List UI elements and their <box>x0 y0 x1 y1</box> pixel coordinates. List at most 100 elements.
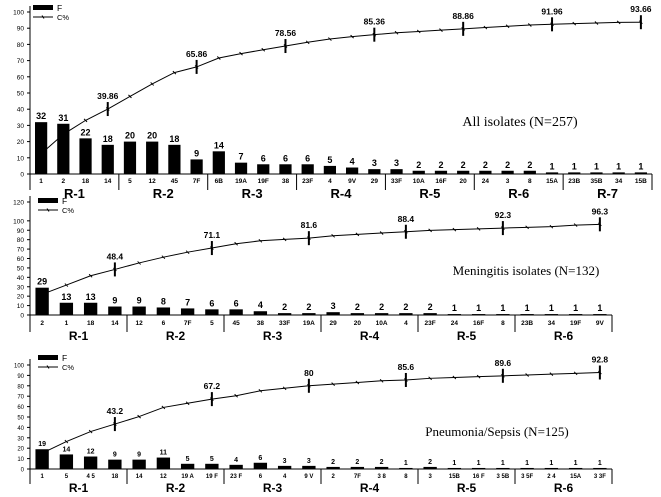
bar <box>279 164 292 174</box>
cumulative-point <box>525 373 529 377</box>
bar <box>447 467 462 469</box>
cumulative-point <box>88 429 93 434</box>
bar <box>123 141 137 174</box>
bar <box>368 169 381 174</box>
category-label: 33F <box>279 320 290 327</box>
cumulative-label: 88.86 <box>453 11 475 21</box>
y-tick-label: 30 <box>17 284 25 291</box>
cumulative-label: 88.4 <box>398 214 415 224</box>
cumulative-point <box>328 37 332 41</box>
group-label: R-2 <box>153 186 174 201</box>
bar-value-label: 4 <box>258 300 263 310</box>
cumulative-point <box>39 151 43 156</box>
bar <box>568 172 581 174</box>
cumulative-point <box>439 28 443 32</box>
category-label: 29 <box>371 178 379 185</box>
legend-label: F <box>62 196 67 206</box>
cumulative-point <box>161 405 166 410</box>
bar <box>544 467 559 469</box>
y-tick-label: 50 <box>17 265 25 272</box>
y-tick-label: 40 <box>17 107 25 114</box>
cumulative-label: 89.6 <box>495 358 512 368</box>
bar <box>326 312 340 315</box>
cumulative-point <box>137 261 141 265</box>
bar-value-label: 9 <box>137 452 141 459</box>
group-label: R-3 <box>263 481 283 495</box>
cumulative-point <box>40 292 44 297</box>
legend-label: F <box>57 3 62 13</box>
cumulative-point <box>128 94 132 99</box>
bar-value-label: 20 <box>147 131 157 141</box>
bar-value-label: 2 <box>428 302 433 312</box>
bar <box>108 306 122 315</box>
bar <box>590 172 603 174</box>
cumulative-point <box>476 226 481 231</box>
cumulative-label: 92.8 <box>592 354 609 364</box>
bar-value-label: 2 <box>438 160 443 170</box>
cumulative-point <box>40 451 44 456</box>
y-tick-label: 30 <box>17 123 25 130</box>
bar <box>229 309 243 315</box>
category-label: 12 <box>136 320 144 327</box>
category-label: 5 <box>128 178 132 185</box>
category-label: 45 <box>233 320 241 327</box>
cumulative-label: 65.86 <box>186 49 208 59</box>
bar-value-label: 2 <box>355 302 360 312</box>
category-label: 15A <box>546 178 558 185</box>
bar-value-label: 5 <box>186 456 190 463</box>
cumulative-point <box>355 232 360 237</box>
cumulative-point <box>185 401 190 406</box>
bar <box>593 314 607 315</box>
cumulative-point <box>452 227 457 232</box>
category-label: 14 <box>104 178 112 185</box>
bar <box>434 170 448 174</box>
bar-value-label: 9 <box>112 296 117 306</box>
bar-value-label: 1 <box>476 303 481 313</box>
cumulative-label: 96.3 <box>592 206 609 216</box>
category-label: 3 5B <box>497 474 510 480</box>
y-tick-label: 60 <box>17 256 25 263</box>
bar-value-label: 1 <box>477 460 481 467</box>
y-tick-label: 90 <box>17 26 25 33</box>
y-tick-label: 100 <box>13 218 24 225</box>
chart-title: All isolates (N=257) <box>462 115 578 130</box>
bar-value-label: 5 <box>327 155 332 165</box>
legend: FC% <box>38 196 74 215</box>
category-label: 2 <box>62 178 66 185</box>
y-tick-label: 70 <box>17 247 25 254</box>
y-tick-label: 100 <box>14 364 25 370</box>
bar <box>447 314 462 315</box>
bar-value-label: 18 <box>103 134 113 144</box>
bar <box>399 313 413 315</box>
bar-value-label: 9 <box>137 296 142 306</box>
cumulative-point <box>416 29 421 34</box>
cumulative-point <box>572 21 577 26</box>
cumulative-point <box>83 118 88 123</box>
cumulative-point <box>172 70 177 75</box>
bar-value-label: 9 <box>113 452 117 459</box>
bar <box>108 459 122 469</box>
cumulative-point <box>64 283 69 287</box>
legend-swatch-bar <box>33 5 53 10</box>
cumulative-point <box>331 382 335 386</box>
bar-value-label: 2 <box>505 160 510 170</box>
legend: FC% <box>38 353 74 372</box>
group-label: R-2 <box>166 481 186 495</box>
bar-value-label: 2 <box>403 302 408 312</box>
category-label: 7F <box>193 178 201 185</box>
bar-value-label: 2 <box>355 459 359 466</box>
cumulative-point <box>216 56 221 60</box>
bar-value-label: 1 <box>501 460 505 467</box>
group-label: R-4 <box>360 329 380 343</box>
bar <box>59 302 74 315</box>
bar-value-label: 6 <box>209 298 214 308</box>
bar-value-label: 2 <box>416 160 421 170</box>
bar <box>412 170 425 174</box>
bar-value-label: 4 <box>350 157 355 167</box>
bar-value-label: 19 <box>38 441 46 448</box>
bar-value-label: 32 <box>36 111 46 121</box>
category-label: 6B <box>215 178 224 185</box>
bar-value-label: 14 <box>214 140 224 150</box>
cumulative-point <box>261 47 266 52</box>
